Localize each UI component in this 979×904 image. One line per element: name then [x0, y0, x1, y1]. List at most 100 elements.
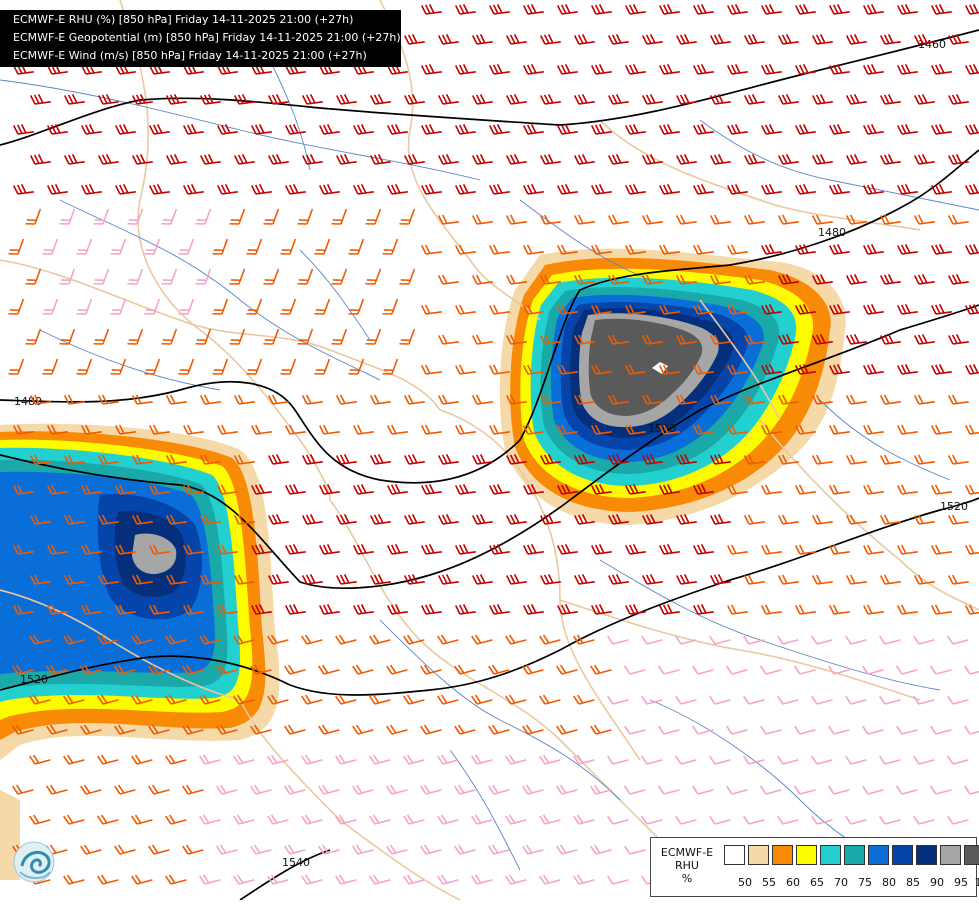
wind-barb: [914, 751, 935, 765]
wind-barb: [354, 123, 374, 135]
wind-barb: [762, 3, 782, 15]
wind-barb: [966, 483, 979, 495]
legend-swatch: [892, 845, 913, 865]
wind-barb: [285, 661, 306, 675]
wind-barb: [830, 543, 850, 555]
wind-barb: [830, 123, 850, 135]
wind-barb: [405, 393, 425, 405]
wind-barb: [235, 153, 255, 165]
wind-barb: [127, 206, 142, 227]
wind-barb: [778, 811, 799, 825]
wind-barb: [183, 841, 204, 855]
wind-barb: [524, 543, 544, 555]
wind-barb: [880, 751, 901, 765]
wind-barb: [303, 393, 323, 405]
wind-barb: [268, 871, 289, 885]
wind-barb: [371, 93, 391, 105]
wind-barb: [269, 513, 289, 525]
wind-barb: [659, 781, 680, 795]
wind-barb: [422, 303, 442, 315]
wind-barb: [625, 841, 646, 855]
wind-barb: [99, 153, 119, 165]
wind-barb: [195, 206, 210, 227]
wind-barb: [167, 153, 187, 165]
wind-barb: [881, 573, 901, 585]
legend-swatch: [868, 845, 889, 865]
wind-barb: [212, 236, 227, 257]
wind-barb: [812, 751, 833, 765]
wind-barb: [76, 236, 91, 257]
wind-barb: [813, 453, 833, 465]
legend-swatch: [940, 845, 961, 865]
wind-barb: [847, 213, 867, 225]
wind-barb: [812, 811, 833, 825]
wind-barb: [846, 751, 867, 765]
wind-barb: [540, 751, 561, 765]
wind-barb: [575, 573, 595, 585]
wind-barb: [150, 123, 170, 135]
wind-barb: [931, 721, 952, 735]
wind-barb: [422, 123, 442, 135]
wind-barb: [387, 661, 408, 675]
wind-barb: [371, 513, 391, 525]
wind-barb: [846, 691, 867, 705]
wind-barb: [490, 183, 510, 195]
wind-barb: [830, 3, 850, 15]
wind-barb: [829, 721, 850, 735]
wind-barb: [81, 781, 102, 795]
wind-barb: [178, 236, 193, 257]
wind-barb: [694, 183, 714, 195]
wind-barb: [796, 483, 816, 495]
wind-barb: [234, 751, 255, 765]
wind-barb: [813, 93, 833, 105]
wind-barb: [212, 296, 227, 317]
wind-barb: [557, 841, 578, 855]
wind-barb: [382, 296, 397, 317]
wind-barb: [387, 721, 408, 735]
wind-barb: [558, 63, 578, 75]
legend-tick: 70: [834, 876, 848, 889]
wind-barb: [280, 236, 295, 257]
wind-barb: [506, 751, 527, 765]
wind-barb: [710, 751, 731, 765]
legend-tick: 65: [810, 876, 824, 889]
wind-barb: [320, 423, 340, 435]
wind-barb: [472, 871, 493, 885]
wind-barb: [812, 691, 833, 705]
wind-barb: [166, 751, 187, 765]
legend-tick: 80: [882, 876, 896, 889]
wind-barb: [166, 811, 187, 825]
wind-barb: [830, 423, 850, 435]
wind-barb: [813, 153, 833, 165]
wind-barb: [864, 363, 884, 375]
wind-barb: [813, 513, 833, 525]
wind-barb: [8, 296, 23, 317]
wind-barb: [422, 183, 442, 195]
wind-barb: [778, 631, 799, 645]
wind-barb: [422, 363, 442, 375]
wind-barb: [626, 123, 646, 135]
wind-barb: [864, 123, 884, 135]
wind-barb: [388, 603, 408, 615]
wind-barb: [13, 781, 34, 795]
wind-barb: [217, 841, 238, 855]
wind-barb: [541, 573, 561, 585]
wind-barb: [778, 751, 799, 765]
wind-barb: [183, 781, 204, 795]
wind-barb: [269, 453, 289, 465]
wind-barb: [422, 423, 442, 435]
wind-barb: [286, 483, 306, 495]
wind-barb: [348, 356, 363, 377]
wind-barb: [404, 751, 425, 765]
wind-barb: [506, 631, 527, 645]
wind-barb: [302, 631, 323, 645]
wind-barb: [966, 543, 979, 555]
wind-barb: [966, 363, 979, 375]
wind-barb: [592, 543, 612, 555]
wind-barb: [319, 781, 340, 795]
wind-barb: [246, 356, 261, 377]
wind-barb: [370, 811, 391, 825]
wind-barb: [456, 63, 476, 75]
wind-barb: [337, 573, 357, 585]
